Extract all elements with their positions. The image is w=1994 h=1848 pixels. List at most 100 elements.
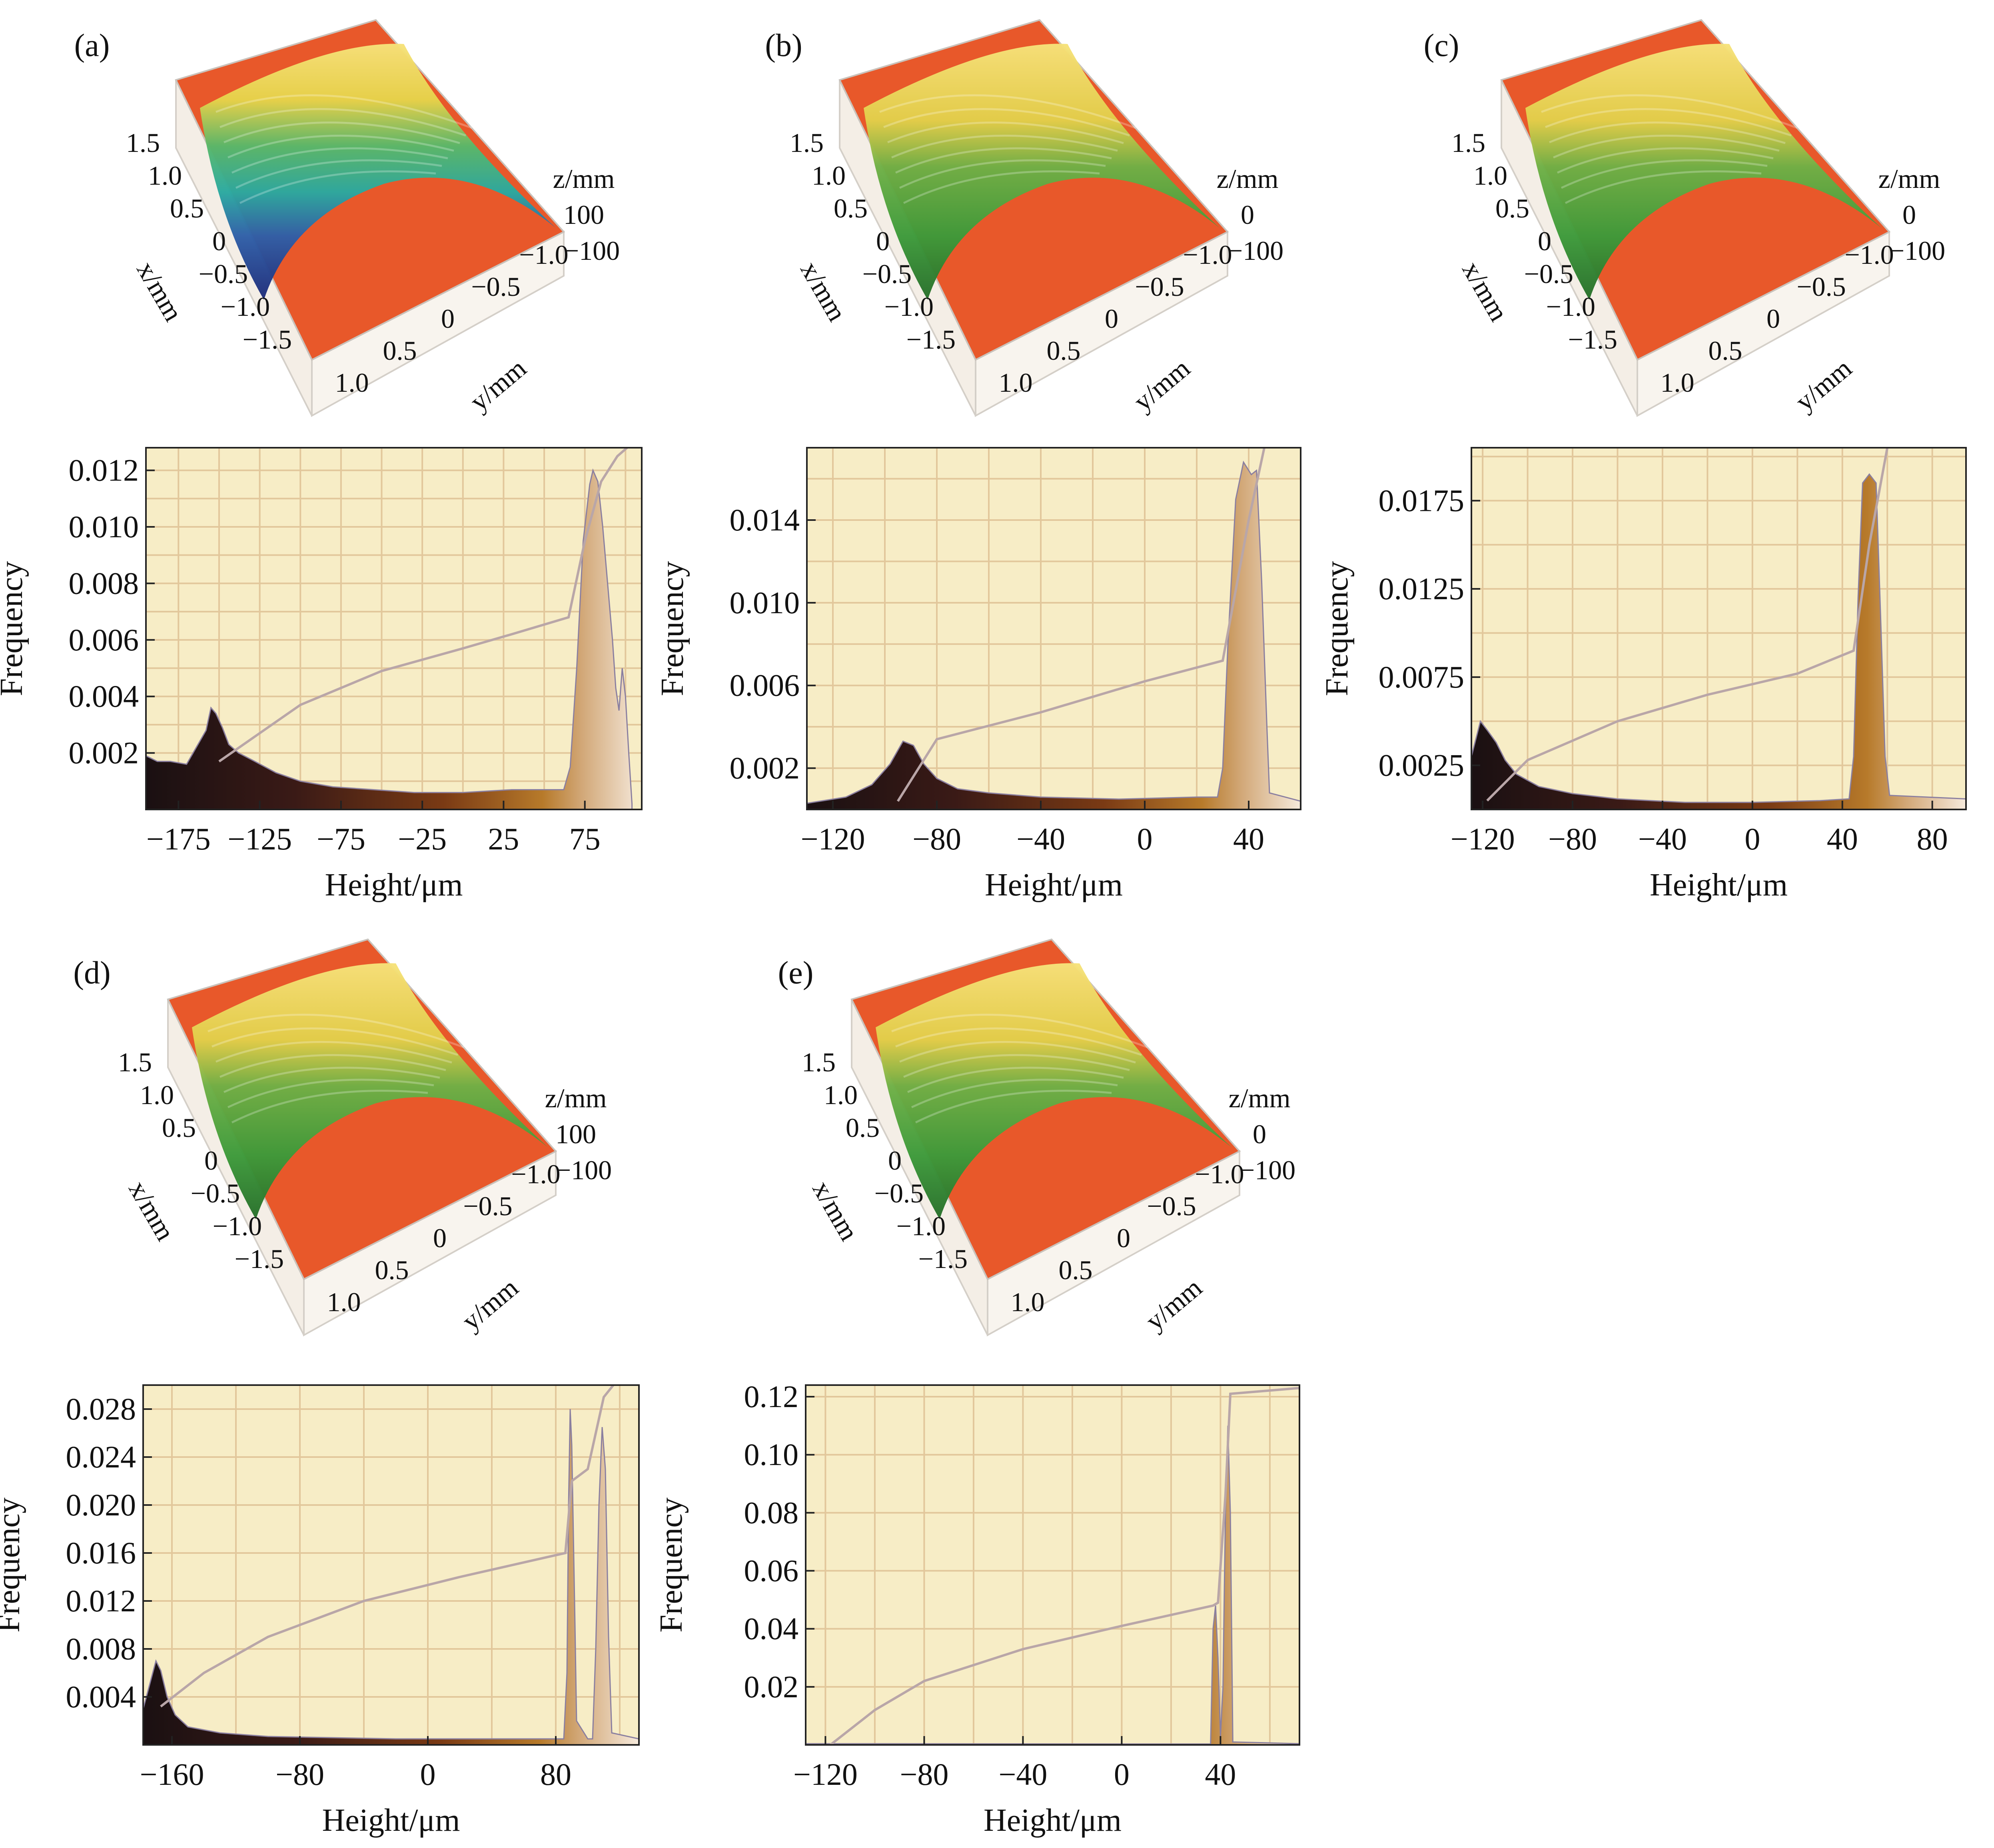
x-tick-label: 0: [1114, 1757, 1130, 1792]
surface-striation: [231, 147, 448, 174]
x-tick-label: −1.0: [884, 291, 934, 322]
x-tick-label: −160: [140, 1757, 204, 1792]
surface-striation: [212, 1027, 458, 1056]
surface-striation: [1545, 108, 1792, 137]
z-tick-label: −100: [1228, 235, 1283, 266]
panel-label: (d): [73, 955, 110, 991]
z-axis-label: z/mm: [1217, 163, 1279, 194]
x-tick-label: 0: [876, 226, 890, 256]
y-axis-label: y/mm: [456, 1272, 524, 1336]
panel-label: (b): [765, 28, 802, 63]
x-tick-label: 0: [204, 1145, 218, 1176]
histogram-area: [145, 468, 633, 810]
plot-background: [143, 1385, 639, 1745]
y-tick-label: 0.004: [66, 1679, 136, 1714]
z-axis-label: z/mm: [1878, 163, 1940, 194]
x-tick-label: 0: [420, 1757, 436, 1792]
y-tick-label: −1.0: [1183, 239, 1232, 270]
y-tick-label: 1.0: [327, 1287, 361, 1317]
y-axis-title: Frequency: [654, 1497, 689, 1633]
y-tick-label: 0.10: [744, 1437, 799, 1472]
x-tick-label: −0.5: [874, 1178, 924, 1208]
y-tick-label: 0.014: [730, 502, 800, 537]
x-axis-label: x/mm: [806, 1176, 864, 1246]
surface-striation: [899, 1041, 1136, 1064]
x-tick-label: −1.0: [213, 1211, 262, 1241]
x-tick-label: 1.0: [812, 160, 846, 191]
z-tick-label: 100: [555, 1119, 596, 1149]
y-tick-label: 0.0175: [1379, 483, 1465, 518]
y-tick-label: −0.5: [471, 271, 520, 302]
x-axis-label: x/mm: [1456, 256, 1514, 326]
y-tick-label: 0.008: [66, 1631, 136, 1666]
z-axis-label: z/mm: [1229, 1083, 1291, 1113]
x-tick-label: −25: [398, 821, 447, 856]
y-tick-label: 0.08: [744, 1495, 799, 1530]
histogram-area: [806, 461, 1301, 810]
x-tick-label: 0.5: [846, 1112, 880, 1143]
z-tick-label: −100: [564, 235, 620, 266]
plot-frame: [806, 447, 1301, 810]
surface-striation: [227, 1078, 434, 1108]
y-tick-label: 0.002: [69, 736, 139, 770]
x-tick-label: 25: [488, 821, 519, 856]
y-tick-label: 0.012: [66, 1583, 136, 1618]
histogram-area: [1471, 473, 1967, 810]
z-tick-label: 0: [1253, 1119, 1266, 1149]
x-tick-label: −1.0: [1546, 291, 1595, 322]
x-tick-label: 1.5: [1451, 128, 1485, 158]
x-tick-label: −125: [228, 821, 292, 856]
surface-striation: [208, 1013, 464, 1049]
surface-striation: [1565, 170, 1762, 204]
surface-striation: [911, 1078, 1118, 1108]
y-tick-label: −1.0: [1844, 239, 1894, 270]
x-axis-title: Height/μm: [985, 867, 1123, 903]
surface-striation: [235, 159, 442, 189]
x-tick-label: 40: [1827, 821, 1858, 856]
y-tick-label: 0: [1105, 303, 1118, 334]
y-tick-label: 0.5: [1709, 335, 1743, 366]
x-tick-label: 0.5: [162, 1112, 196, 1143]
y-axis-label: y/mm: [1789, 353, 1857, 417]
y-axis-title: Frequency: [1319, 561, 1355, 696]
surface-striation: [907, 1067, 1124, 1093]
histogram-plot: −175 −125 −75 −25 25 75 0.002 0.004 0.006 0.008 0.…: [0, 447, 643, 903]
z-tick-label: −100: [556, 1155, 612, 1185]
x-tick-label: 0: [1745, 821, 1760, 856]
y-tick-label: 1.0: [1661, 367, 1695, 398]
y-tick-label: 0.010: [69, 509, 139, 544]
y-tick-label: 0.02: [744, 1669, 799, 1704]
y-tick-label: 0.012: [69, 453, 139, 488]
y-tick-label: 0: [1117, 1223, 1130, 1253]
x-tick-label: 1.5: [126, 128, 160, 158]
z-tick-label: 100: [563, 199, 604, 230]
y-tick-label: −0.5: [1147, 1191, 1196, 1221]
surface-striation: [216, 1041, 452, 1064]
cumulative-curve: [1486, 447, 1889, 802]
y-tick-label: 0.0075: [1379, 660, 1465, 694]
x-tick-label: 0.5: [1495, 193, 1529, 223]
y-tick-label: 0.010: [730, 585, 800, 620]
surface-striation: [1561, 159, 1768, 189]
x-tick-label: −1.5: [1568, 324, 1617, 355]
y-tick-label: 0.5: [1047, 335, 1081, 366]
y-axis-title: Frequency: [655, 561, 690, 696]
surface-striation: [239, 170, 436, 204]
y-tick-label: −0.5: [1796, 271, 1846, 302]
surface-striation: [891, 134, 1118, 159]
y-tick-label: 0.5: [375, 1255, 409, 1285]
z-tick-label: 0: [1241, 199, 1254, 230]
surface-striation: [224, 122, 460, 144]
x-tick-label: 1.0: [148, 160, 182, 191]
x-tick-label: −80: [912, 821, 961, 856]
y-axis-label: y/mm: [1128, 353, 1196, 417]
x-tick-label: 0: [888, 1145, 902, 1176]
surface-striation: [903, 170, 1100, 204]
y-tick-label: 0.016: [66, 1535, 136, 1570]
surface-striation: [883, 108, 1130, 137]
cumulative-curve: [896, 447, 1265, 802]
x-axis-title: Height/μm: [984, 1803, 1122, 1838]
x-axis-title: Height/μm: [322, 1803, 460, 1838]
z-tick-label: −100: [1240, 1155, 1295, 1185]
